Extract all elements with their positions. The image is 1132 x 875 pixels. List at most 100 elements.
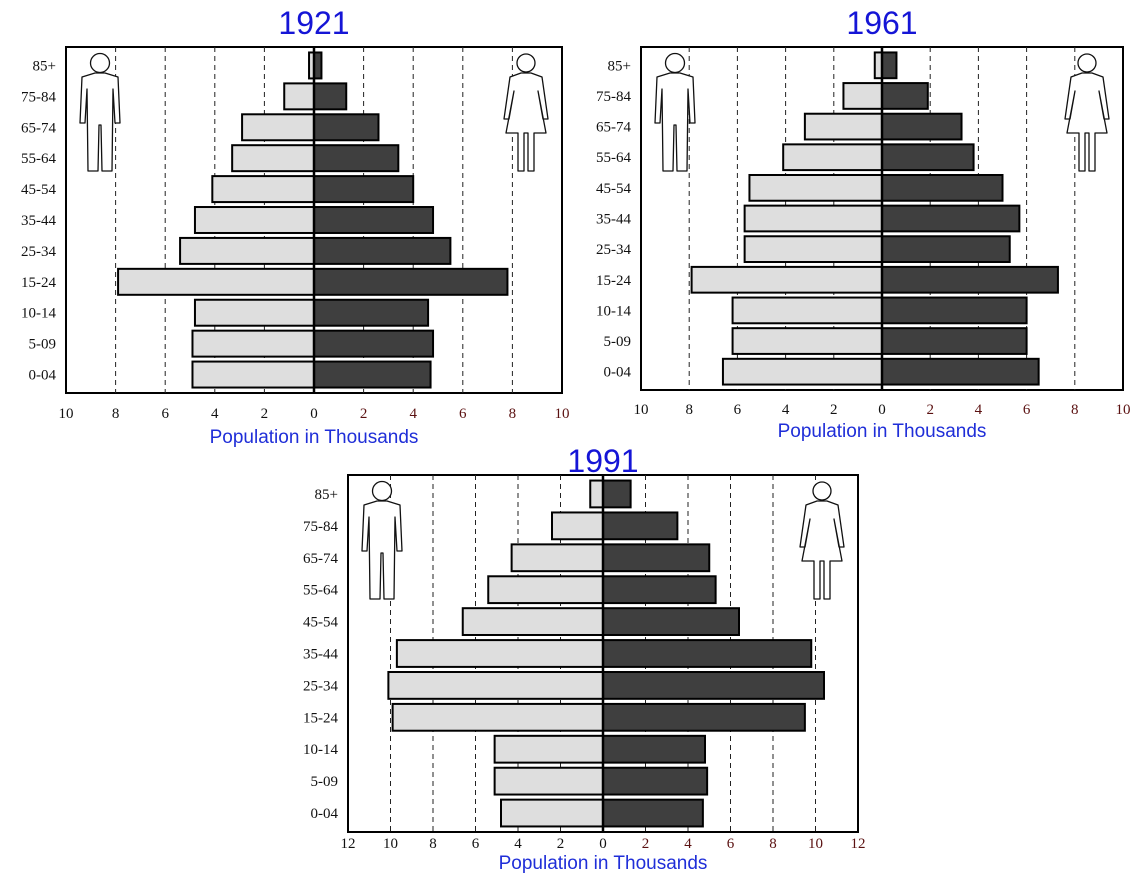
x-tick-label: 10	[808, 836, 823, 852]
woman-figure-icon	[799, 481, 845, 600]
male-bar	[493, 766, 604, 796]
male-bar	[731, 327, 884, 355]
x-tick-label: 10	[634, 402, 649, 418]
male-bar	[461, 607, 604, 636]
male-bar	[551, 511, 604, 541]
male-bar	[193, 206, 316, 234]
category-label: 55-64	[596, 150, 631, 166]
category-label: 75-84	[303, 519, 338, 535]
x-tick-label: 0	[310, 406, 318, 422]
category-label: 45-54	[21, 182, 56, 198]
x-tick-label: 8	[769, 836, 777, 852]
category-label: 10-14	[303, 742, 338, 758]
female-bar	[602, 607, 740, 636]
x-tick-label: 6	[459, 406, 467, 422]
man-body	[79, 72, 121, 172]
male-bar	[193, 298, 316, 327]
female-bar	[881, 265, 1059, 294]
man-figure-icon	[361, 480, 403, 600]
female-bar	[602, 479, 632, 509]
x-tick-label: 4	[975, 402, 983, 418]
x-tick-label: 6	[734, 402, 742, 418]
female-bar	[313, 329, 435, 358]
category-label: 55-64	[21, 151, 56, 167]
pyramid-1961: 1961 85+ 75-84 65-74 55-64 45-54 35-44 25-34 15-…	[596, 5, 1131, 442]
category-label: 65-74	[303, 551, 338, 567]
man-figure-icon	[79, 52, 121, 172]
male-bar	[179, 236, 315, 265]
category-label: 25-34	[21, 244, 56, 260]
female-bar	[602, 798, 704, 828]
x-tick-label: 8	[112, 406, 120, 422]
x-tick-label: 6	[161, 406, 169, 422]
man-head	[371, 480, 393, 502]
male-bar	[782, 143, 883, 172]
category-label: 10-14	[21, 306, 56, 322]
category-label: 15-24	[303, 710, 338, 726]
female-bar	[881, 357, 1040, 386]
x-tick-label: 8	[685, 402, 693, 418]
female-bar	[313, 360, 432, 389]
category-label: 0-04	[311, 806, 339, 822]
x-tick-label: 2	[261, 406, 269, 422]
x-tick-label: 6	[727, 836, 735, 852]
x-tick-label: 8	[1071, 402, 1079, 418]
category-label: 25-34	[303, 678, 338, 694]
female-bar	[881, 143, 975, 172]
x-tick-label: 6	[472, 836, 480, 852]
man-head	[89, 52, 111, 74]
x-tick-label: 2	[557, 836, 565, 852]
category-label: 75-84	[596, 89, 631, 105]
male-bar	[493, 734, 604, 764]
category-label: 85+	[33, 58, 56, 74]
chart-title: 1961	[846, 5, 917, 41]
female-bar	[602, 702, 806, 732]
female-bar	[313, 144, 400, 173]
male-bar	[231, 144, 315, 173]
category-label: 15-24	[21, 275, 56, 291]
chart-title: 1991	[567, 443, 638, 479]
male-bar	[842, 82, 884, 110]
man-head	[664, 52, 686, 74]
female-bar	[313, 113, 380, 142]
woman-head	[812, 481, 832, 501]
female-bar	[313, 298, 430, 327]
male-bar	[743, 235, 883, 264]
woman-figure-icon	[503, 53, 549, 172]
woman-body	[503, 72, 549, 172]
x-tick-label: 12	[341, 836, 356, 852]
category-label: 5-09	[311, 774, 339, 790]
x-tick-label: 2	[642, 836, 650, 852]
x-tick-label: 0	[878, 402, 886, 418]
female-bar	[602, 639, 813, 668]
category-label: 45-54	[596, 181, 631, 197]
female-bar	[313, 175, 415, 204]
female-bar	[313, 236, 452, 265]
man-body	[654, 72, 696, 172]
female-bar	[881, 51, 898, 80]
male-bar	[391, 702, 604, 732]
x-tick-label: 12	[851, 836, 866, 852]
male-bar	[500, 798, 604, 828]
pyramid-1991: 1991 85+ 75-84 65-74 55-64 45-54 35-44 25-34 15-…	[303, 443, 866, 874]
female-bar	[602, 766, 709, 796]
male-bar	[748, 173, 884, 202]
category-label: 75-84	[21, 89, 56, 105]
category-label: 45-54	[303, 615, 338, 631]
male-bar	[191, 329, 315, 358]
male-bar	[395, 639, 604, 668]
x-tick-label: 10	[383, 836, 398, 852]
x-tick-label: 10	[555, 406, 570, 422]
x-tick-label: 2	[926, 402, 934, 418]
category-label: 0-04	[604, 365, 632, 381]
x-tick-label: 4	[684, 836, 692, 852]
category-label: 35-44	[596, 212, 631, 228]
male-bar	[487, 575, 604, 605]
male-bar	[589, 479, 604, 509]
x-tick-label: 8	[509, 406, 517, 422]
female-bar	[602, 575, 717, 605]
x-tick-label: 10	[1116, 402, 1131, 418]
pyramid-1921: 1921 85+ 75-84 65-74 55-64 45-54 35-44 25-34 15-…	[21, 5, 570, 448]
category-label: 15-24	[596, 273, 631, 289]
